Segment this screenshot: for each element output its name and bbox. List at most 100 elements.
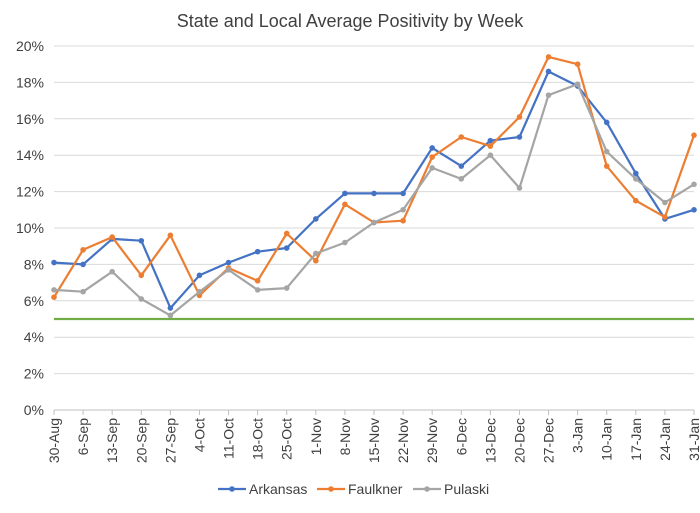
series-faulkner (51, 54, 697, 300)
x-tick-label: 24-Jan (657, 418, 673, 461)
data-point (167, 312, 174, 319)
data-point (109, 234, 115, 240)
data-point (313, 250, 319, 257)
y-tick-label: 14% (16, 147, 44, 163)
x-tick-label: 30-Aug (46, 418, 62, 463)
x-tick-label: 4-Oct (191, 418, 207, 452)
x-tick-label: 8-Nov (337, 418, 353, 455)
x-tick-label: 20-Sep (133, 418, 149, 463)
legend-label: Arkansas (249, 481, 307, 497)
data-point (254, 248, 261, 255)
data-point (254, 277, 261, 284)
legend-swatch-marker (229, 486, 235, 492)
data-point (225, 267, 232, 273)
data-point (633, 170, 639, 177)
data-point (254, 287, 261, 293)
data-point (283, 245, 290, 251)
series-arkansas (51, 68, 697, 311)
data-point (662, 199, 668, 206)
data-point (487, 137, 494, 144)
data-point (545, 54, 552, 60)
y-tick-label: 0% (24, 402, 44, 418)
data-point (80, 261, 86, 268)
data-point (400, 207, 406, 213)
data-point (109, 268, 115, 275)
legend-item-faulkner: Faulkner (317, 481, 403, 497)
data-point (429, 145, 435, 151)
data-point (167, 232, 174, 239)
data-point (313, 216, 319, 222)
data-point (458, 134, 465, 140)
y-tick-label: 18% (16, 74, 44, 90)
x-tick-label: 6-Dec (453, 418, 469, 455)
data-point (283, 285, 290, 291)
data-point (574, 81, 581, 88)
y-tick-label: 12% (16, 184, 44, 200)
y-tick-label: 4% (24, 329, 44, 345)
data-point (313, 257, 319, 264)
y-tick-label: 2% (24, 366, 44, 382)
data-point (51, 287, 57, 293)
data-point (283, 230, 290, 237)
data-point (371, 219, 377, 226)
x-tick-label: 20-Dec (511, 418, 527, 463)
data-point (429, 165, 435, 171)
data-point (138, 237, 145, 244)
x-tick-label: 3-Jan (570, 418, 586, 453)
y-tick-label: 20% (16, 38, 44, 54)
data-point (342, 239, 348, 246)
series-pulaski (51, 81, 697, 319)
x-tick-label: 27-Sep (162, 418, 178, 463)
x-tick-label: 25-Oct (279, 418, 295, 460)
legend-item-arkansas: Arkansas (218, 481, 307, 497)
data-point (400, 190, 406, 197)
gridlines (54, 45, 694, 411)
y-tick-label: 6% (24, 293, 44, 309)
x-tick-label: 29-Nov (424, 418, 440, 463)
data-point (429, 154, 435, 160)
data-point (633, 197, 639, 204)
x-tick-label: 13-Sep (104, 418, 120, 463)
data-point (603, 148, 610, 155)
y-tick-label: 8% (24, 256, 44, 272)
legend: Arkansas Faulkner Pulaski (218, 481, 489, 497)
data-point (342, 190, 348, 197)
data-point (516, 114, 523, 120)
data-point (371, 190, 377, 197)
y-axis-ticks: 0% 2% 4% 6% 8% 10% 12% 14% 16% 18% 20% (16, 38, 44, 418)
chart-title: State and Local Average Positivity by We… (177, 11, 525, 31)
legend-label: Pulaski (444, 481, 489, 497)
legend-swatch-marker (424, 486, 430, 492)
x-tick-label: 22-Nov (395, 418, 411, 463)
data-point (342, 201, 348, 208)
data-point (516, 185, 523, 191)
data-point (545, 68, 552, 75)
x-tick-label: 15-Nov (366, 418, 382, 463)
y-tick-label: 10% (16, 220, 44, 236)
data-point (691, 181, 697, 188)
legend-item-pulaski: Pulaski (413, 481, 489, 497)
data-point (51, 294, 57, 300)
series-line (53, 70, 695, 310)
x-tick-label: 6-Sep (75, 418, 91, 456)
data-point (196, 288, 203, 295)
x-tick-label: 11-Oct (221, 418, 237, 459)
data-point (691, 132, 697, 138)
series-layer (51, 54, 697, 319)
data-point (138, 296, 145, 302)
data-point (167, 305, 174, 311)
legend-swatch-marker (328, 486, 334, 492)
data-point (400, 217, 406, 224)
x-tick-label: 17-Jan (628, 418, 644, 461)
data-point (574, 61, 581, 67)
data-point (487, 143, 494, 149)
data-point (51, 259, 57, 266)
data-point (545, 92, 552, 98)
data-point (516, 134, 523, 140)
x-tick-label: 31-Jan (686, 418, 700, 461)
data-point (80, 288, 86, 295)
x-tick-label: 1-Nov (308, 418, 324, 455)
data-point (80, 247, 86, 253)
data-point (458, 176, 465, 182)
